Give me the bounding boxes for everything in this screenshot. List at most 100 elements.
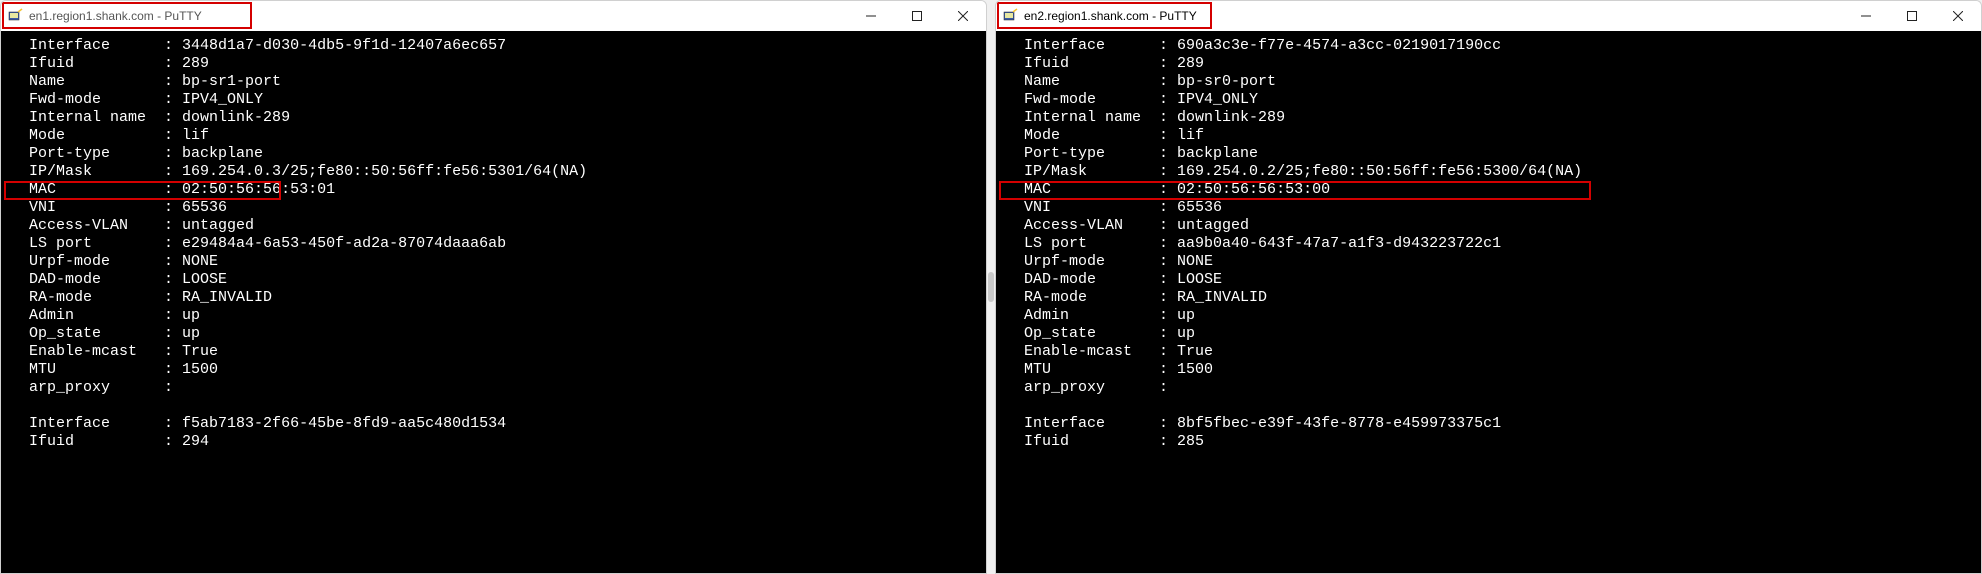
- terminal-row: DAD-mode : LOOSE: [11, 271, 982, 289]
- row-value: f5ab7183-2f66-45be-8fd9-aa5c480d1534: [182, 415, 506, 433]
- terminal-row: Enable-mcast : True: [1006, 343, 1977, 361]
- terminal-row: Ifuid : 289: [1006, 55, 1977, 73]
- row-label: MTU: [11, 361, 164, 379]
- close-button[interactable]: [940, 1, 986, 31]
- row-colon: :: [164, 343, 182, 361]
- terminal-right[interactable]: Interface : 690a3c3e-f77e-4574-a3cc-0219…: [996, 31, 1981, 573]
- terminal-row: MTU : 1500: [11, 361, 982, 379]
- row-colon: :: [164, 361, 182, 379]
- terminal-row: LS port : aa9b0a40-643f-47a7-a1f3-d94322…: [1006, 235, 1977, 253]
- terminal-row: Admin : up: [1006, 307, 1977, 325]
- terminal-row: Fwd-mode : IPV4_ONLY: [11, 91, 982, 109]
- row-label: RA-mode: [11, 289, 164, 307]
- row-colon: :: [164, 217, 182, 235]
- row-value: True: [1177, 343, 1213, 361]
- row-label: Mode: [1006, 127, 1159, 145]
- row-colon: :: [1159, 91, 1177, 109]
- row-value: 285: [1177, 433, 1204, 451]
- row-colon: :: [1159, 163, 1177, 181]
- row-label: arp_proxy: [11, 379, 164, 397]
- row-colon: :: [1159, 289, 1177, 307]
- row-label: Interface: [1006, 37, 1159, 55]
- terminal-row: Urpf-mode : NONE: [11, 253, 982, 271]
- terminal-row: DAD-mode : LOOSE: [1006, 271, 1977, 289]
- row-colon: :: [164, 91, 182, 109]
- pane-divider: [987, 0, 995, 574]
- row-value: up: [1177, 325, 1195, 343]
- titlebar-right[interactable]: en2.region1.shank.com - PuTTY: [996, 1, 1981, 31]
- row-colon: :: [164, 415, 182, 433]
- row-label: Urpf-mode: [11, 253, 164, 271]
- minimize-button[interactable]: [848, 1, 894, 31]
- row-value: LOOSE: [182, 271, 227, 289]
- terminal-row: Mode : lif: [1006, 127, 1977, 145]
- terminal-left[interactable]: Interface : 3448d1a7-d030-4db5-9f1d-1240…: [1, 31, 986, 573]
- row-value: up: [1177, 307, 1195, 325]
- row-label: LS port: [1006, 235, 1159, 253]
- terminal-row: MAC : 02:50:56:56:53:00: [1006, 181, 1977, 199]
- row-value: 294: [182, 433, 209, 451]
- row-label: Admin: [11, 307, 164, 325]
- scroll-hint-icon: [988, 272, 994, 302]
- row-label: Enable-mcast: [11, 343, 164, 361]
- maximize-button[interactable]: [894, 1, 940, 31]
- row-label: VNI: [11, 199, 164, 217]
- row-label: MTU: [1006, 361, 1159, 379]
- row-colon: :: [164, 181, 182, 199]
- row-value: 02:50:56:56:53:01: [182, 181, 335, 199]
- terminal-row: IP/Mask : 169.254.0.2/25;fe80::50:56ff:f…: [1006, 163, 1977, 181]
- terminal-row: Urpf-mode : NONE: [1006, 253, 1977, 271]
- row-label: Access-VLAN: [1006, 217, 1159, 235]
- row-colon: :: [1159, 379, 1177, 397]
- terminal-row: Op_state : up: [1006, 325, 1977, 343]
- row-value: 1500: [1177, 361, 1213, 379]
- row-value: aa9b0a40-643f-47a7-a1f3-d943223722c1: [1177, 235, 1501, 253]
- row-value: up: [182, 307, 200, 325]
- row-label: Port-type: [11, 145, 164, 163]
- row-label: Interface: [11, 415, 164, 433]
- row-colon: :: [164, 109, 182, 127]
- row-colon: :: [1159, 325, 1177, 343]
- terminal-row: Name : bp-sr0-port: [1006, 73, 1977, 91]
- row-label: Ifuid: [1006, 433, 1159, 451]
- minimize-button[interactable]: [1843, 1, 1889, 31]
- row-label: Port-type: [1006, 145, 1159, 163]
- close-button[interactable]: [1935, 1, 1981, 31]
- terminal-row: Internal name : downlink-289: [11, 109, 982, 127]
- titlebar-left[interactable]: en1.region1.shank.com - PuTTY: [1, 1, 986, 31]
- row-colon: :: [1159, 37, 1177, 55]
- terminal-blank-line: [1006, 397, 1977, 415]
- row-label: Mode: [11, 127, 164, 145]
- row-value: 690a3c3e-f77e-4574-a3cc-0219017190cc: [1177, 37, 1501, 55]
- row-colon: :: [164, 73, 182, 91]
- row-colon: :: [1159, 433, 1177, 451]
- row-value: backplane: [182, 145, 263, 163]
- row-colon: :: [164, 55, 182, 73]
- row-value: untagged: [1177, 217, 1249, 235]
- row-colon: :: [1159, 199, 1177, 217]
- row-value: NONE: [182, 253, 218, 271]
- terminal-row: Ifuid : 294: [11, 433, 982, 451]
- terminal-row: Interface : 8bf5fbec-e39f-43fe-8778-e459…: [1006, 415, 1977, 433]
- row-label: Internal name: [1006, 109, 1159, 127]
- terminal-row: Admin : up: [11, 307, 982, 325]
- row-label: Interface: [1006, 415, 1159, 433]
- row-value: e29484a4-6a53-450f-ad2a-87074daaa6ab: [182, 235, 506, 253]
- row-colon: :: [1159, 235, 1177, 253]
- row-colon: :: [1159, 253, 1177, 271]
- row-label: Ifuid: [1006, 55, 1159, 73]
- row-value: untagged: [182, 217, 254, 235]
- terminal-row: arp_proxy :: [11, 379, 982, 397]
- row-label: Ifuid: [11, 55, 164, 73]
- row-value: 02:50:56:56:53:00: [1177, 181, 1330, 199]
- terminal-row: Name : bp-sr1-port: [11, 73, 982, 91]
- row-colon: :: [1159, 217, 1177, 235]
- row-label: Interface: [11, 37, 164, 55]
- row-label: MAC: [1006, 181, 1159, 199]
- row-colon: :: [164, 145, 182, 163]
- row-label: IP/Mask: [11, 163, 164, 181]
- terminal-row: MAC : 02:50:56:56:53:01: [11, 181, 982, 199]
- terminal-row: arp_proxy :: [1006, 379, 1977, 397]
- maximize-button[interactable]: [1889, 1, 1935, 31]
- terminal-row: Interface : 690a3c3e-f77e-4574-a3cc-0219…: [1006, 37, 1977, 55]
